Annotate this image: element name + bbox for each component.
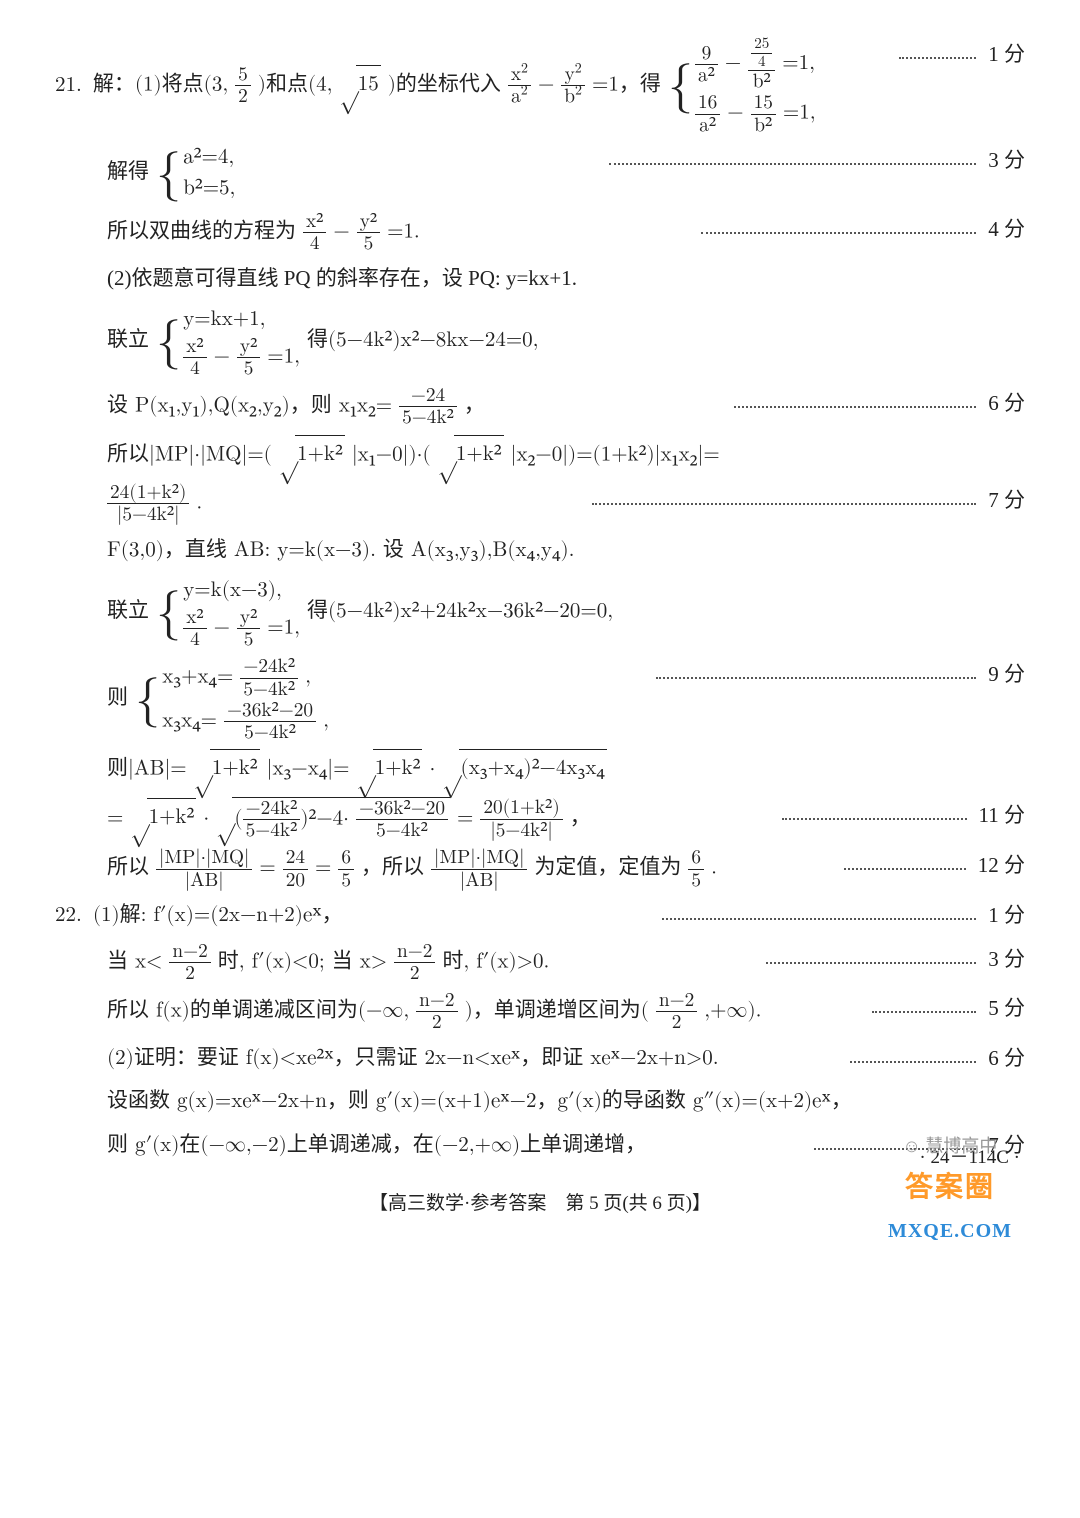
watermark-line2: 答案圈 <box>850 1163 1050 1213</box>
watermark-line1: ☺ 慧博高中 <box>850 1130 1050 1162</box>
q22-p6: 则 g′(x)在(−∞,−2)上单调递减，在(−2,+∞)上单调递增， <box>107 1127 808 1165</box>
dot-leader <box>734 385 977 408</box>
y2b2: y2b2 <box>561 64 585 107</box>
score-12: 12 分 <box>978 847 1025 885</box>
dot-leader <box>662 897 976 920</box>
sys3-lead: 联立 <box>107 601 149 622</box>
score-5b: 5 分 <box>988 990 1025 1028</box>
score-7: 7 分 <box>988 482 1025 520</box>
score-6: 6 分 <box>988 385 1025 423</box>
pt1-frac: 52 <box>235 64 251 107</box>
score-3b: 3 分 <box>988 941 1025 979</box>
dot-leader <box>656 656 977 679</box>
sums-sys: { x₃+x₄= −24k²5−4k² , x₃x₄= −36k²−205−4k… <box>135 656 329 743</box>
q21-p1-lead: 解：(1)将点(3, <box>93 75 235 96</box>
score-1b: 1 分 <box>988 897 1025 935</box>
sums-lead: 则 <box>107 688 128 709</box>
dot-leader <box>782 797 967 820</box>
mpmq-frac: 24(1+k²)|5−4k²| <box>107 482 189 525</box>
q22-number: 22. <box>55 905 86 926</box>
dot-leader <box>872 990 976 1013</box>
setpq: 设 P(x₁,y₁),Q(x₂,y₂)，则 x₁x₂= <box>107 395 392 416</box>
dot-leader <box>609 142 976 165</box>
q21-number: 21. <box>55 75 86 96</box>
score-11: 11 分 <box>979 797 1025 835</box>
dot-leader <box>766 941 976 964</box>
score-4: 4 分 <box>988 211 1025 249</box>
ab-lead: 则|AB|= <box>107 759 187 780</box>
watermark: ☺ 慧博高中 答案圈 MXQE.COM <box>850 1130 1050 1249</box>
x2a2: x2a2 <box>508 64 531 107</box>
F-line: F(3,0)，直线 AB: y=k(x−3). 设 A(x₃,y₃),B(x₄,… <box>107 532 1025 570</box>
big-sqrt: (−24k²5−4k²)²−4· −36k²−205−4k² <box>216 797 450 841</box>
sqrt15: 15 <box>339 65 380 107</box>
text: =1，得 <box>592 75 661 96</box>
text: )的坐标代入 <box>388 75 501 96</box>
q21-p2-intro: (2)依题意可得直线 PQ 的斜率存在，设 PQ: y=kx+1. <box>107 260 1025 298</box>
sys2-result: 得(5−4k²)x²−8kx−24=0, <box>307 330 539 351</box>
dot-leader <box>592 482 976 505</box>
system1: { 9a² − 254b² =1, 16a² − 15b² =1, <box>668 36 816 136</box>
final-lead: 所以 <box>107 858 149 879</box>
solve-sys: { a²=4, b²=5, <box>156 142 235 205</box>
q22-p4: (2)证明：要证 f(x)<xe²ˣ，只需证 2x−n<xeˣ，即证 xeˣ−2… <box>107 1040 844 1078</box>
sys3-result: 得(5−4k²)x²+24k²x−36k²−20=0, <box>307 601 613 622</box>
score-3: 3 分 <box>988 142 1025 180</box>
watermark-line3: MXQE.COM <box>850 1213 1050 1249</box>
score-1: 1 分 <box>988 36 1025 74</box>
text: )和点(4, <box>258 75 340 96</box>
solve-lead: 解得 <box>107 162 149 183</box>
dot-leader <box>701 211 976 234</box>
score-9: 9 分 <box>988 656 1025 694</box>
sys2-lead: 联立 <box>107 330 149 351</box>
sys3: { y=k(x−3), x²4 − y²5 =1, <box>156 575 300 650</box>
sys2: { y=kx+1, x²4 − y²5 =1, <box>156 304 300 379</box>
q22-p1: (1)解: f′(x)=(2x−n+2)eˣ， <box>93 905 343 926</box>
dot-leader <box>899 36 976 59</box>
dot-leader <box>850 1040 976 1063</box>
q22-p5: 设函数 g(x)=xeˣ−2x+n，则 g′(x)=(x+1)eˣ−2，g′(x… <box>107 1083 1025 1121</box>
score-6b: 6 分 <box>988 1040 1025 1078</box>
curve-lead: 所以双曲线的方程为 <box>107 221 296 242</box>
mpmq1: 所以|MP|·|MQ|=( <box>107 444 272 465</box>
dot-leader <box>844 847 965 870</box>
